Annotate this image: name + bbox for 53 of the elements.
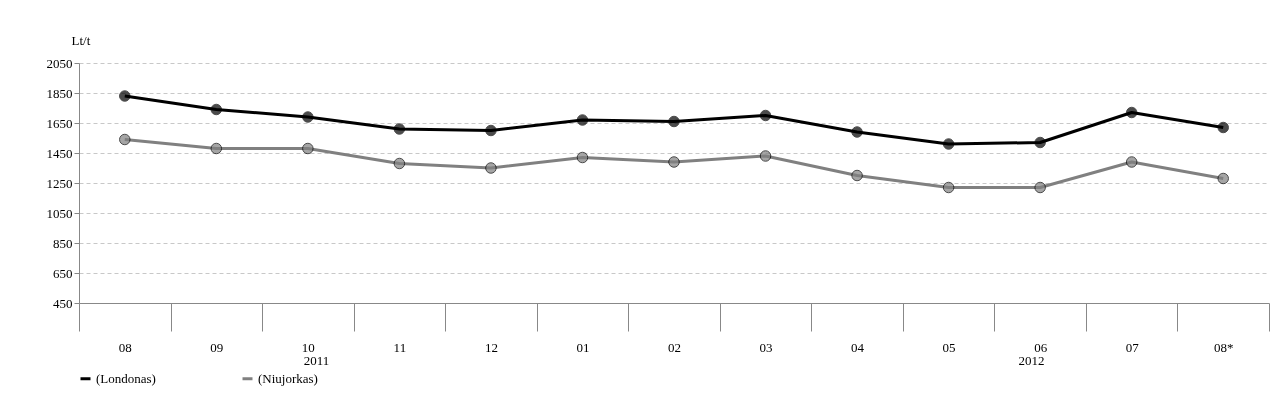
point (1217, 121, 1229, 134)
x-tick-label: 05 (942, 339, 956, 355)
point (759, 109, 772, 122)
y-tick-label: 1850 (46, 85, 73, 101)
point (668, 115, 680, 128)
point (393, 157, 406, 170)
y-tick-label: 850 (53, 235, 73, 251)
x-tick-label: 08* (1213, 339, 1234, 355)
y-tick-label: 1250 (46, 175, 73, 191)
point (393, 123, 406, 135)
y-axis-title: Lt/t (71, 32, 91, 48)
point (942, 138, 955, 150)
point (1125, 156, 1138, 168)
point (851, 169, 863, 182)
point (210, 103, 223, 116)
x-tick-label: 03 (759, 339, 773, 355)
x-tick-label: 07 (1125, 339, 1140, 355)
point (942, 181, 955, 194)
y-tick-label: 1050 (46, 205, 73, 221)
x-tick-label: 11 (393, 339, 407, 355)
x-tick-label: 02 (668, 339, 681, 355)
point (1034, 136, 1046, 149)
point (302, 111, 314, 123)
point (119, 133, 131, 146)
x-tick-label: 12 (484, 339, 498, 355)
x-tick-label: 08 (118, 339, 132, 355)
text: 2012 (1018, 353, 1045, 368)
y-tick-label: 2050 (46, 55, 73, 71)
point (576, 151, 589, 164)
point (576, 114, 589, 126)
y-tick-label: 1650 (46, 115, 73, 131)
x-tick-label: 01 (576, 339, 590, 355)
y-tick-label: 450 (53, 295, 73, 311)
point (1217, 172, 1229, 185)
x-tick-label: 04 (851, 339, 865, 355)
point (119, 90, 131, 102)
y-tick-label: 650 (53, 265, 73, 281)
point (759, 150, 772, 162)
point (668, 156, 680, 168)
point (210, 142, 223, 155)
x-tick-label: 09 (210, 339, 224, 355)
x-tick-label: 06 (1034, 339, 1048, 355)
point (485, 124, 497, 137)
x-tick-label: 10 (301, 339, 315, 355)
point (851, 126, 863, 138)
legend-label: (Niujorkas) (258, 370, 318, 386)
point (302, 142, 314, 155)
point (1034, 181, 1046, 194)
point (485, 162, 497, 174)
point (1125, 106, 1138, 119)
text: 2011 (303, 353, 330, 368)
y-tick-label: 1450 (46, 145, 73, 161)
legend-label: (Londonas) (96, 370, 156, 386)
